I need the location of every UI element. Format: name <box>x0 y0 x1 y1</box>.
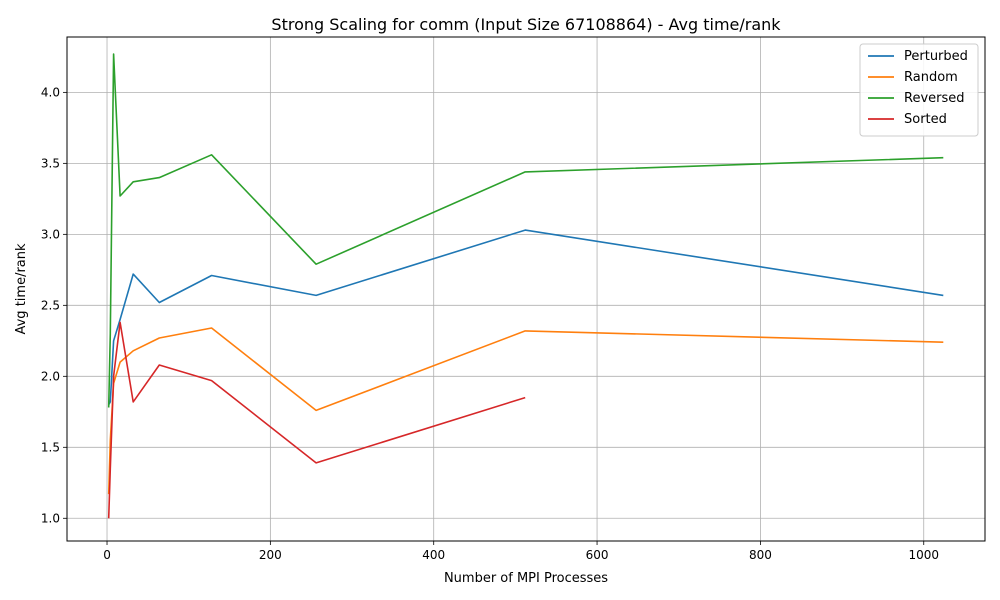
legend-label-perturbed: Perturbed <box>904 49 968 64</box>
legend-label-sorted: Sorted <box>904 112 947 127</box>
y-tick-label: 2.0 <box>41 369 60 383</box>
x-tick-label: 800 <box>749 548 772 562</box>
series-layer <box>107 53 944 519</box>
y-tick-label: 1.5 <box>41 440 60 454</box>
y-axis-label: Avg time/rank <box>14 243 29 335</box>
legend-label-reversed: Reversed <box>904 91 965 106</box>
chart-title: Strong Scaling for comm (Input Size 6710… <box>271 15 781 34</box>
x-tick-label: 600 <box>586 548 609 562</box>
y-tick-label: 1.0 <box>41 511 60 525</box>
legend-box <box>859 43 979 137</box>
series-line-sorted <box>107 321 526 519</box>
y-tick-label: 3.0 <box>41 227 60 241</box>
x-axis-ticks: 0 200 400 600 800 1000 <box>103 541 939 562</box>
y-tick-label: 4.0 <box>41 85 60 99</box>
series-line-reversed <box>107 53 944 408</box>
y-tick-label: 3.5 <box>41 156 60 170</box>
x-axis-label: Number of MPI Processes <box>444 571 608 586</box>
series-line-perturbed <box>108 229 944 406</box>
axes-frame <box>66 36 986 542</box>
x-tick-label: 400 <box>422 548 445 562</box>
y-axis-ticks: 1.0 1.5 2.0 2.5 3.0 3.5 4.0 <box>41 85 67 525</box>
x-tick-label: 0 <box>103 548 111 562</box>
x-tick-label: 1000 <box>908 548 939 562</box>
legend: Perturbed Random Reversed Sorted <box>859 43 979 137</box>
y-tick-label: 2.5 <box>41 298 60 312</box>
x-tick-label: 200 <box>259 548 282 562</box>
legend-label-random: Random <box>904 70 958 85</box>
